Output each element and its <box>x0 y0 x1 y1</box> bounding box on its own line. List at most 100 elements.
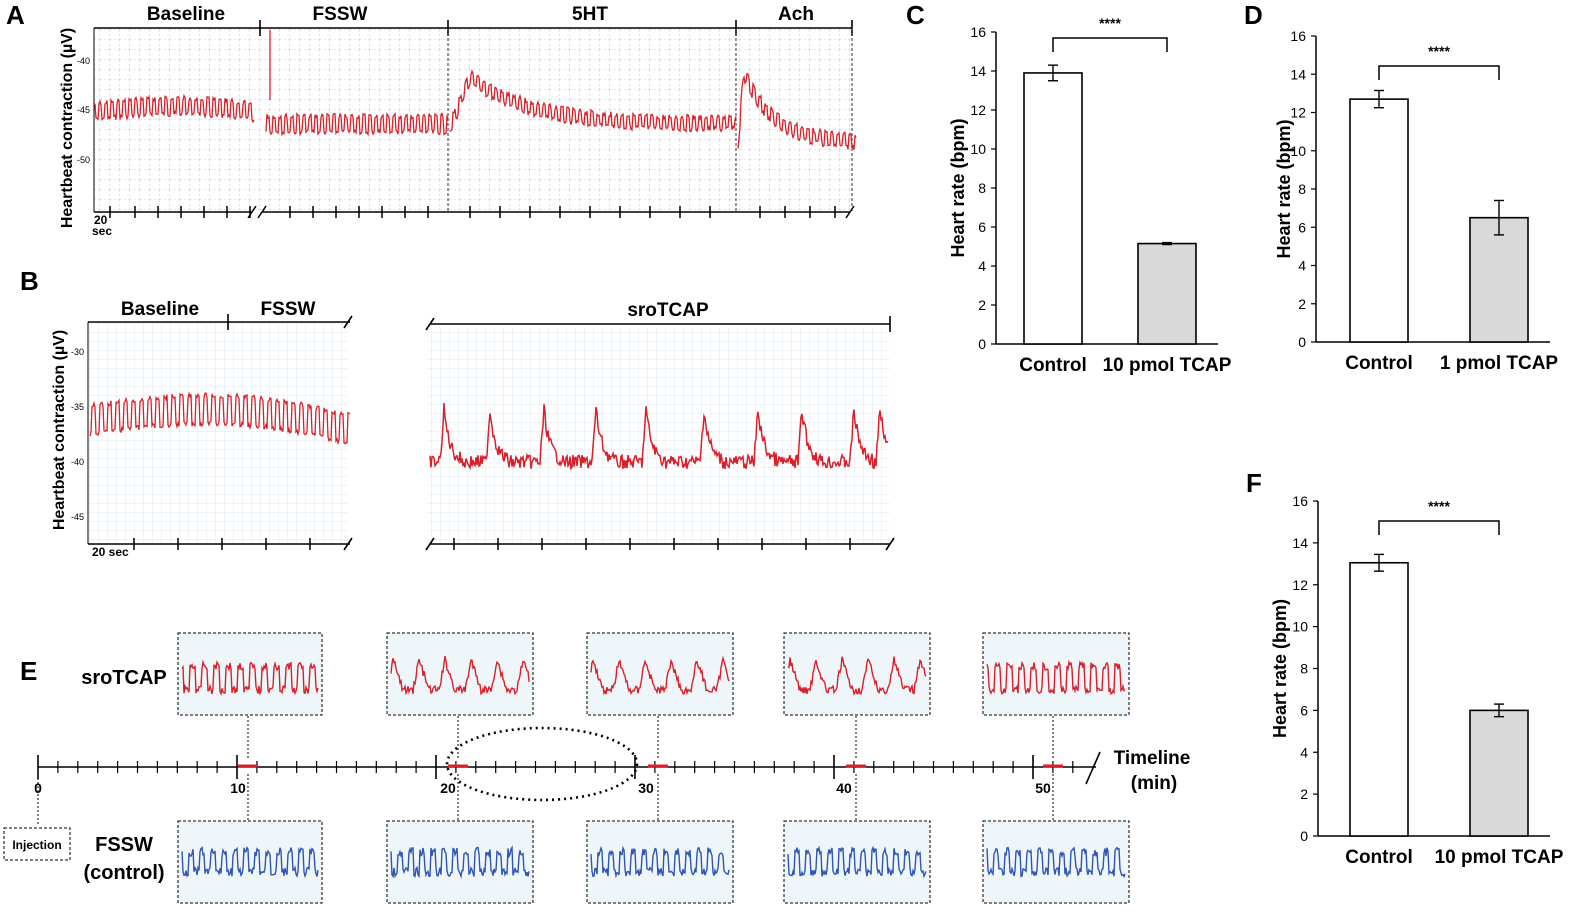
panel-a-scale-value: 20 <box>94 213 108 227</box>
panel-c-letter: C <box>906 0 925 30</box>
fssw-trace-box <box>982 820 1130 904</box>
y-tick-label: 12 <box>1290 105 1306 121</box>
srotcap-trace-box <box>386 632 534 716</box>
panel-b-ytick: -30 <box>71 347 84 357</box>
panel-b-srotcap-trace <box>429 402 889 471</box>
panel-b-ytick: -45 <box>71 512 84 522</box>
injection-box <box>3 827 71 861</box>
y-tick-label: 12 <box>1292 577 1308 593</box>
timeline-label-1: Timeline <box>1114 748 1191 769</box>
panel-e: E sroTCAP FSSW (control) Timeline (min) … <box>3 632 1191 904</box>
fssw-trace <box>590 845 730 879</box>
x-category-label: Control <box>1345 847 1413 868</box>
y-tick-label: 10 <box>1292 619 1308 635</box>
fssw-trace-box <box>586 820 734 904</box>
panel-b-ylabel: Heartbeat contraction (µV) <box>51 330 68 530</box>
x-category-label: 10 pmol TCAP <box>1435 847 1564 868</box>
x-category-label: Control <box>1345 353 1413 374</box>
panel-b-ytick: -40 <box>71 457 84 467</box>
timeline-tick-50: 50 <box>1035 780 1051 796</box>
bar-chart-d: D 0 2 4 6 8 10 12 14 16 Heart rate (bpm) Control 1 … <box>1244 0 1558 374</box>
y-tick-label: 6 <box>1300 702 1308 718</box>
timeline-tick-30: 30 <box>638 780 654 796</box>
panel-a-segment-5ht: 5HT <box>572 4 608 25</box>
panel-b-right-grid <box>428 328 890 542</box>
bar <box>1349 98 1409 343</box>
panel-b-scale: 20 sec <box>92 545 129 559</box>
panel-f-letter: F <box>1246 468 1262 498</box>
panel-a-ytick: -45 <box>77 105 90 115</box>
y-tick-label: 16 <box>1292 493 1308 509</box>
y-tick-label: 6 <box>1298 219 1306 235</box>
panel-a-segment-ach: Ach <box>778 4 814 25</box>
panel-e-bottom-label-2: (control) <box>83 862 164 884</box>
fssw-trace <box>787 845 927 879</box>
y-axis-label: Heart rate (bpm) <box>1270 599 1290 738</box>
panel-a: A Heartbeat contraction (µV) -40 -45 -50… <box>6 0 857 238</box>
timeline-tick-10: 10 <box>230 780 246 796</box>
panel-b-baseline-trace <box>89 391 351 446</box>
y-tick-label: 14 <box>1292 535 1308 551</box>
fssw-trace <box>390 845 530 879</box>
y-tick-label: 4 <box>1300 744 1308 760</box>
fssw-trace <box>181 846 319 879</box>
y-axis-label: Heart rate (bpm) <box>1274 119 1294 258</box>
y-tick-label: 0 <box>1300 828 1308 844</box>
y-tick-label: 8 <box>978 180 986 196</box>
fssw-trace-box <box>783 820 931 904</box>
panel-d-letter: D <box>1244 0 1263 30</box>
panel-b-segment-baseline: Baseline <box>121 299 199 320</box>
panel-a-segment-fssw: FSSW <box>313 4 368 25</box>
y-tick-label: 16 <box>970 24 986 40</box>
bar-chart-c: C 0 2 4 6 8 10 12 14 16 Heart rate (bpm) Control 10… <box>906 0 1232 376</box>
y-tick-label: 8 <box>1300 661 1308 677</box>
x-category-label: 10 pmol TCAP <box>1103 355 1232 376</box>
panel-b-segment-fssw: FSSW <box>261 299 316 320</box>
srotcap-trace-box <box>586 632 734 716</box>
srotcap-trace <box>986 659 1126 696</box>
y-tick-label: 14 <box>1290 66 1306 82</box>
srotcap-trace <box>181 659 319 696</box>
panel-e-letter: E <box>20 656 37 686</box>
timeline-tick-20: 20 <box>440 780 456 796</box>
panel-a-ylabel: Heartbeat contraction (µV) <box>59 28 76 228</box>
y-tick-label: 0 <box>1298 334 1306 350</box>
y-tick-label: 8 <box>1298 181 1306 197</box>
y-tick-label: 4 <box>1298 258 1306 274</box>
srotcap-trace <box>787 656 927 696</box>
y-tick-label: 0 <box>978 336 986 352</box>
x-category-label: 1 pmol TCAP <box>1440 353 1559 374</box>
y-tick-label: 14 <box>970 63 986 79</box>
bar <box>1349 561 1409 837</box>
panel-b-ytick: -35 <box>71 402 84 412</box>
significance-label: **** <box>1428 43 1450 59</box>
panel-b: B Heartbeat contraction (µV) -30 -35 -40… <box>20 266 895 559</box>
bar <box>1469 709 1529 837</box>
y-tick-label: 6 <box>978 219 986 235</box>
y-tick-label: 10 <box>1290 143 1306 159</box>
timeline-tick-40: 40 <box>836 780 852 796</box>
y-axis-label: Heart rate (bpm) <box>948 118 968 257</box>
srotcap-trace-box <box>783 632 931 716</box>
y-tick-label: 12 <box>970 102 986 118</box>
panel-a-ytick: -40 <box>77 56 90 66</box>
panel-b-segment-srotcap: sroTCAP <box>627 300 709 321</box>
panel-a-letter: A <box>6 0 25 30</box>
panel-e-bottom-label-1: FSSW <box>95 834 153 856</box>
panel-b-letter: B <box>20 266 39 296</box>
panel-a-grid <box>94 28 854 210</box>
fssw-trace-box <box>386 820 534 904</box>
y-tick-label: 10 <box>970 141 986 157</box>
panel-b-left-grid <box>88 322 348 542</box>
y-tick-label: 4 <box>978 258 986 274</box>
significance-bracket <box>1378 65 1500 80</box>
bar-chart-f: F 0 2 4 6 8 10 12 14 16 Heart rate (bpm) Control 10… <box>1246 468 1564 868</box>
bar <box>1023 72 1083 345</box>
significance-bracket <box>1378 520 1500 535</box>
y-tick-label: 16 <box>1290 28 1306 44</box>
srotcap-trace <box>390 655 530 696</box>
highlight-ellipse <box>445 726 639 802</box>
y-tick-label: 2 <box>1300 786 1308 802</box>
bar <box>1137 242 1197 345</box>
